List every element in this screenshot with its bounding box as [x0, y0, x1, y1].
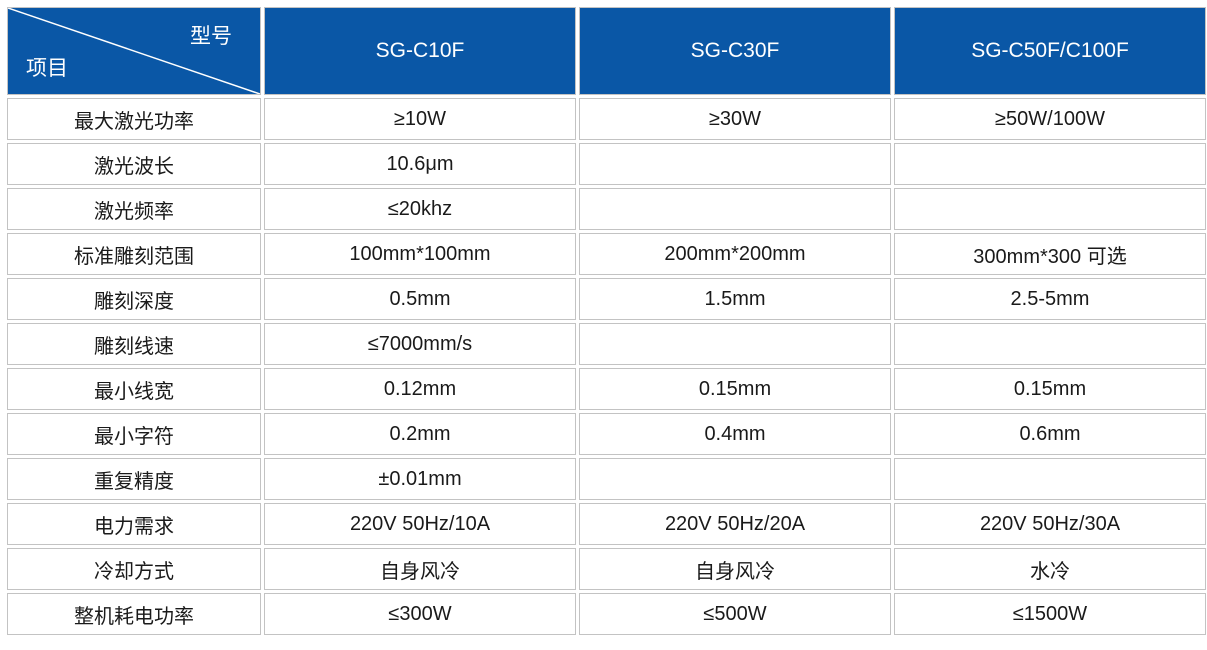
corner-bottom-label: 项目 — [26, 52, 68, 82]
table-body: 最大激光功率≥10W≥30W≥50W/100W激光波长10.6μm激光频率≤20… — [7, 98, 1206, 635]
value-cell: 自身风冷 — [264, 548, 576, 590]
param-cell: 重复精度 — [7, 458, 261, 500]
value-cell: 2.5-5mm — [894, 278, 1206, 320]
column-header-2: SG-C30F — [579, 7, 891, 95]
table-header: 型号 项目 SG-C10F SG-C30F SG-C50F/C100F — [7, 7, 1206, 95]
table-row: 雕刻线速≤7000mm/s — [7, 323, 1206, 365]
column-header-3: SG-C50F/C100F — [894, 7, 1206, 95]
value-cell: ≤500W — [579, 593, 891, 635]
value-cell: 10.6μm — [264, 143, 576, 185]
value-cell: 0.2mm — [264, 413, 576, 455]
column-header-1: SG-C10F — [264, 7, 576, 95]
table-row: 整机耗电功率≤300W≤500W≤1500W — [7, 593, 1206, 635]
value-cell: 0.5mm — [264, 278, 576, 320]
param-cell: 标准雕刻范围 — [7, 233, 261, 275]
value-cell: 0.12mm — [264, 368, 576, 410]
value-cell: ≤1500W — [894, 593, 1206, 635]
param-cell: 最小字符 — [7, 413, 261, 455]
value-cell: 220V 50Hz/10A — [264, 503, 576, 545]
value-cell: ≥10W — [264, 98, 576, 140]
value-cell: 100mm*100mm — [264, 233, 576, 275]
value-cell — [579, 143, 891, 185]
value-cell — [894, 323, 1206, 365]
table-row: 雕刻深度0.5mm1.5mm2.5-5mm — [7, 278, 1206, 320]
value-cell: 自身风冷 — [579, 548, 891, 590]
value-cell — [894, 458, 1206, 500]
value-cell: 1.5mm — [579, 278, 891, 320]
param-cell: 雕刻线速 — [7, 323, 261, 365]
table-row: 激光波长10.6μm — [7, 143, 1206, 185]
value-cell: ±0.01mm — [264, 458, 576, 500]
value-cell: ≤20khz — [264, 188, 576, 230]
value-cell — [894, 143, 1206, 185]
param-cell: 雕刻深度 — [7, 278, 261, 320]
value-cell — [579, 458, 891, 500]
param-cell: 激光波长 — [7, 143, 261, 185]
table-row: 标准雕刻范围100mm*100mm200mm*200mm300mm*300 可选 — [7, 233, 1206, 275]
value-cell: 0.6mm — [894, 413, 1206, 455]
specification-table: 型号 项目 SG-C10F SG-C30F SG-C50F/C100F 最大激光… — [4, 4, 1207, 638]
param-cell: 整机耗电功率 — [7, 593, 261, 635]
table-row: 激光频率≤20khz — [7, 188, 1206, 230]
value-cell — [579, 188, 891, 230]
table-row: 电力需求220V 50Hz/10A220V 50Hz/20A220V 50Hz/… — [7, 503, 1206, 545]
value-cell: ≥50W/100W — [894, 98, 1206, 140]
header-row: 型号 项目 SG-C10F SG-C30F SG-C50F/C100F — [7, 7, 1206, 95]
value-cell — [579, 323, 891, 365]
corner-header-cell: 型号 项目 — [7, 7, 261, 95]
param-cell: 激光频率 — [7, 188, 261, 230]
value-cell: 0.15mm — [579, 368, 891, 410]
value-cell: ≤7000mm/s — [264, 323, 576, 365]
value-cell: 水冷 — [894, 548, 1206, 590]
table-row: 最大激光功率≥10W≥30W≥50W/100W — [7, 98, 1206, 140]
param-cell: 电力需求 — [7, 503, 261, 545]
table-row: 冷却方式自身风冷自身风冷水冷 — [7, 548, 1206, 590]
value-cell: 220V 50Hz/20A — [579, 503, 891, 545]
value-cell: 200mm*200mm — [579, 233, 891, 275]
param-cell: 最小线宽 — [7, 368, 261, 410]
value-cell — [894, 188, 1206, 230]
value-cell: 220V 50Hz/30A — [894, 503, 1206, 545]
table-row: 最小线宽0.12mm0.15mm0.15mm — [7, 368, 1206, 410]
value-cell: 0.15mm — [894, 368, 1206, 410]
value-cell: 300mm*300 可选 — [894, 233, 1206, 275]
param-cell: 冷却方式 — [7, 548, 261, 590]
value-cell: ≤300W — [264, 593, 576, 635]
table-row: 最小字符0.2mm0.4mm0.6mm — [7, 413, 1206, 455]
param-cell: 最大激光功率 — [7, 98, 261, 140]
table-row: 重复精度±0.01mm — [7, 458, 1206, 500]
value-cell: 0.4mm — [579, 413, 891, 455]
value-cell: ≥30W — [579, 98, 891, 140]
corner-top-label: 型号 — [190, 20, 232, 50]
